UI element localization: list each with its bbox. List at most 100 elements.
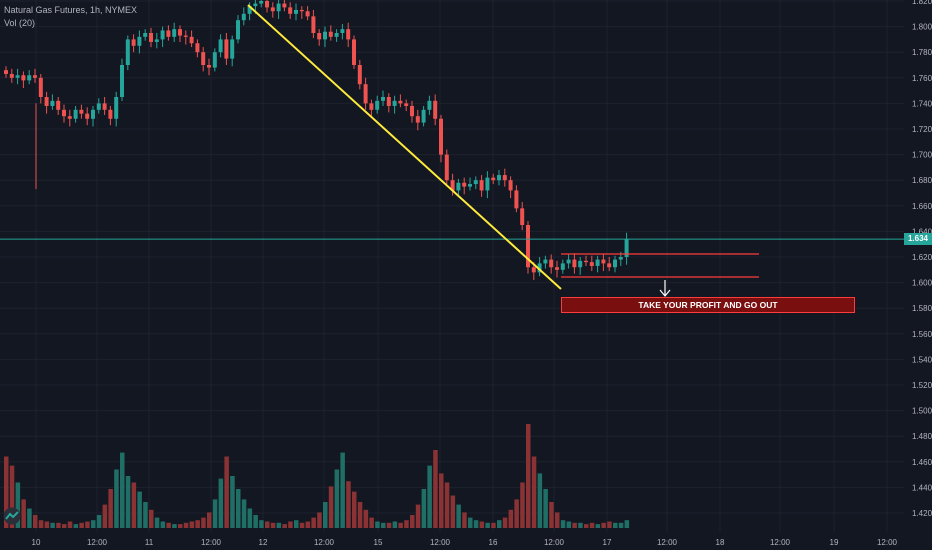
volume-bar <box>207 512 212 528</box>
volume-bar <box>259 520 264 528</box>
candle-body <box>247 6 252 14</box>
volume-bar <box>357 502 363 528</box>
time-tick-label: 12:00 <box>430 538 451 547</box>
candle-body <box>543 259 548 264</box>
candle-body <box>44 97 49 106</box>
candle-body <box>108 109 113 119</box>
volume-bar <box>265 521 270 528</box>
symbol-title[interactable]: Natural Gas Futures, 1h, NYMEX <box>4 5 138 15</box>
candle-body <box>363 84 368 104</box>
candle-body <box>624 239 629 257</box>
candle-body <box>67 116 72 119</box>
price-tick-label: 1.660 <box>912 202 932 211</box>
candle-body <box>56 100 61 110</box>
take-profit-annotation[interactable]: TAKE YOUR PROFIT AND GO OUT <box>561 297 855 313</box>
price-tick-label: 1.800 <box>912 23 932 32</box>
candle-body <box>427 100 432 110</box>
candle-body <box>497 175 501 181</box>
volume-bar <box>543 489 548 528</box>
volume-bar <box>212 499 218 528</box>
candle-body <box>137 36 142 46</box>
volume-bar <box>201 517 206 528</box>
candle-body <box>531 267 536 273</box>
candle-body <box>218 39 223 53</box>
volume-bar <box>172 524 177 528</box>
candle-body <box>323 31 327 40</box>
candle-body <box>462 182 467 187</box>
candle-body <box>21 75 26 81</box>
candle-body <box>125 39 130 65</box>
candle-body <box>79 109 84 114</box>
time-tick-label: 12 <box>259 538 268 547</box>
candle-body <box>346 29 351 40</box>
volume-indicator-title[interactable]: Vol (20) <box>4 18 36 28</box>
candle-body <box>369 103 374 110</box>
price-tick-label: 1.820 <box>912 0 932 6</box>
volume-bar <box>178 524 183 528</box>
candle-body <box>207 65 211 68</box>
price-tick-label: 1.740 <box>912 99 932 108</box>
candle-body <box>253 3 258 7</box>
volume-bar <box>247 508 253 528</box>
volume-bar <box>497 520 502 528</box>
volume-bar <box>125 476 131 528</box>
time-tick-label: 11 <box>145 538 154 547</box>
price-axis[interactable]: 1.820 1.800 1.780 1.760 1.740 1.720 1.700 1.680… <box>912 0 932 518</box>
trendline[interactable] <box>247 4 562 290</box>
volume-bar <box>421 489 427 528</box>
volume-bar <box>589 522 595 528</box>
candle-body <box>73 109 78 119</box>
price-tick-label: 1.720 <box>912 125 932 134</box>
volume-bar <box>578 522 583 528</box>
candle-body <box>102 103 107 110</box>
time-tick-label: 12:00 <box>657 538 678 547</box>
volume-bar <box>595 524 601 528</box>
time-axis[interactable]: 10 12:00 11 12:00 12 12:00 15 12:00 16 12:00 17 12:… <box>32 538 898 547</box>
price-tick-label: 1.580 <box>912 304 932 313</box>
candle-body <box>328 31 333 37</box>
volume-bar <box>91 520 96 528</box>
candle-body <box>4 70 8 74</box>
time-tick-label: 15 <box>374 538 383 547</box>
volume-bar <box>352 491 357 528</box>
price-tick-label: 1.480 <box>912 432 932 441</box>
candle-body <box>618 257 623 260</box>
volume-bar <box>120 452 125 528</box>
volume-bar <box>328 486 334 528</box>
candle-body <box>595 259 600 266</box>
volume-bar <box>195 520 200 528</box>
volume-bar <box>462 512 467 528</box>
volume-bar <box>537 473 543 528</box>
volume-bar <box>166 522 171 528</box>
volume-bar <box>473 520 479 528</box>
volume-bar <box>154 517 160 528</box>
candle-body <box>473 180 478 185</box>
candle-body <box>502 175 507 181</box>
candle-body <box>311 16 316 33</box>
candle-body <box>404 103 409 106</box>
candle-body <box>578 260 583 268</box>
candle-body <box>433 100 438 119</box>
volume-bar <box>79 522 84 528</box>
candle-body <box>195 43 200 53</box>
volume-bar <box>560 520 566 528</box>
candle-body <box>392 100 397 106</box>
volume-bar <box>224 456 229 528</box>
candle-body <box>421 109 426 123</box>
tradingview-logo-icon[interactable] <box>3 507 21 525</box>
volume-bar <box>456 504 461 528</box>
volume-bar <box>96 515 102 528</box>
candle-body <box>178 29 182 36</box>
price-tick-label: 1.440 <box>912 483 932 492</box>
volume-bar <box>143 502 148 528</box>
candle-body <box>85 113 90 119</box>
consolidation-zone[interactable] <box>561 253 759 278</box>
time-tick-label: 10 <box>32 538 41 547</box>
volume-bar <box>526 424 531 528</box>
down-arrow-icon <box>659 280 671 297</box>
volume-bar <box>514 499 519 528</box>
volume-bar <box>9 465 15 528</box>
price-tick-label: 1.600 <box>912 279 932 288</box>
volume-bar <box>607 521 612 528</box>
